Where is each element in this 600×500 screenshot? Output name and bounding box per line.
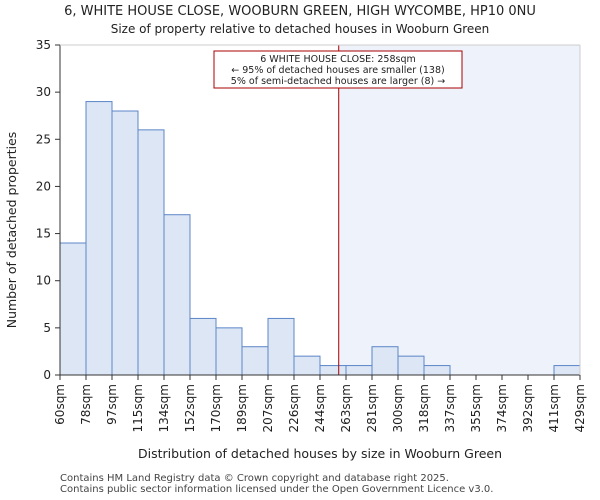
x-tick-label: 78sqm	[79, 384, 93, 425]
x-tick-label: 263sqm	[339, 384, 353, 432]
bar-281sqm	[371, 346, 399, 376]
x-tick-label: 392sqm	[521, 384, 535, 432]
x-tick-label: 115sqm	[131, 384, 145, 432]
x-tick-label: 60sqm	[53, 384, 67, 425]
x-tick-label: 411sqm	[547, 384, 561, 432]
bar-78sqm	[85, 101, 113, 376]
annotation-line3: 5% of semi-detached houses are larger (8…	[231, 76, 445, 87]
footer-line1: Contains HM Land Registry data © Crown c…	[60, 473, 449, 484]
x-tick-label: 244sqm	[313, 384, 327, 432]
y-tick-label: 5	[43, 321, 51, 335]
bar-189sqm	[241, 346, 269, 376]
bar-115sqm	[137, 129, 165, 376]
x-tick-label: 300sqm	[391, 384, 405, 432]
bar-97sqm	[111, 110, 139, 376]
x-tick-label: 355sqm	[469, 384, 483, 432]
annotation-line2: ← 95% of detached houses are smaller (13…	[231, 65, 444, 76]
x-tick-label: 337sqm	[443, 384, 457, 432]
x-tick-label: 318sqm	[417, 384, 431, 432]
bar-134sqm	[163, 214, 191, 376]
x-tick-label: 189sqm	[235, 384, 249, 432]
annotation-box: 6 WHITE HOUSE CLOSE: 258sqm ← 95% of det…	[213, 50, 463, 89]
bar-263sqm	[345, 365, 373, 376]
x-axis-label: Distribution of detached houses by size …	[138, 446, 502, 461]
x-tick-label: 207sqm	[261, 384, 275, 432]
bar-152sqm	[189, 317, 217, 376]
y-tick-label: 35	[36, 38, 51, 52]
y-tick-label: 25	[36, 132, 51, 146]
bar-60sqm	[59, 242, 87, 376]
y-tick-label: 15	[36, 227, 51, 241]
x-ticks: 60sqm 78sqm 97sqm 115sqm 134sqm 152sqm 170sqm 1…	[53, 375, 587, 432]
x-tick-label: 134sqm	[157, 384, 171, 432]
bar-170sqm	[215, 327, 243, 376]
y-tick-label: 0	[43, 368, 51, 382]
x-tick-label: 97sqm	[105, 384, 119, 425]
annotation-line1: 6 WHITE HOUSE CLOSE: 258sqm	[260, 54, 416, 65]
bars-group	[59, 101, 581, 376]
y-tick-label: 20	[36, 179, 51, 193]
bar-411sqm	[553, 365, 581, 376]
bar-300sqm	[397, 355, 425, 376]
bar-226sqm	[293, 355, 321, 376]
y-tick-label: 30	[36, 85, 51, 99]
bar-207sqm	[267, 317, 295, 376]
annotation-border	[213, 50, 463, 89]
chart-title: 6, WHITE HOUSE CLOSE, WOOBURN GREEN, HIG…	[64, 4, 536, 19]
footer-line2: Contains public sector information licen…	[60, 484, 494, 495]
y-ticks: 0 5 10 15 20 25 30 35	[36, 38, 60, 382]
y-tick-label: 10	[36, 274, 51, 288]
bar-318sqm	[423, 365, 451, 376]
x-tick-label: 429sqm	[573, 384, 587, 432]
x-tick-label: 281sqm	[365, 384, 379, 432]
x-tick-label: 152sqm	[183, 384, 197, 432]
x-tick-label: 374sqm	[495, 384, 509, 432]
x-tick-label: 170sqm	[209, 384, 223, 432]
shaded-region	[338, 45, 580, 375]
y-axis-label: Number of detached properties	[4, 132, 19, 329]
bar-244sqm	[319, 365, 347, 376]
x-tick-label: 226sqm	[287, 384, 301, 432]
chart-subtitle: Size of property relative to detached ho…	[111, 22, 490, 36]
